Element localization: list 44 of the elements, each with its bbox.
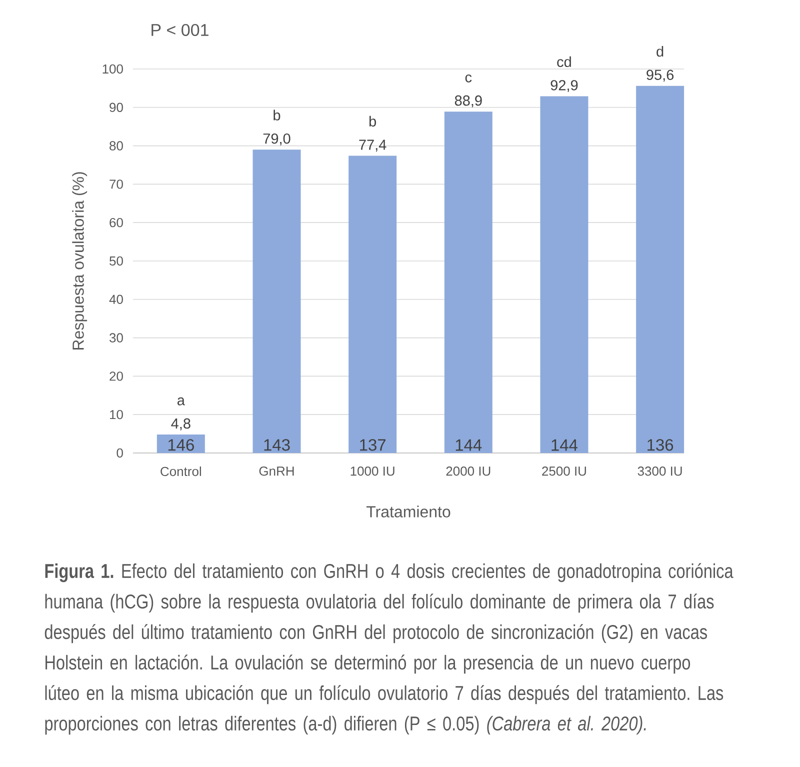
bar xyxy=(252,150,301,453)
x-axis-title: Tratamiento xyxy=(366,506,450,518)
y-tick-label: 60 xyxy=(110,218,123,228)
data-label: 77,4 xyxy=(359,140,386,152)
x-tick-label: 3300 IU xyxy=(638,466,682,476)
x-tick-label: 2500 IU xyxy=(542,466,586,476)
x-tick-label: 2000 IU xyxy=(446,466,490,476)
data-label: 92,9 xyxy=(550,80,578,92)
y-tick-label: 0 xyxy=(116,448,123,458)
text: Figura 1. Efecto del tratamiento con GnRH o 4 dosis crecientes de gonadotropina coriónica humana (hCG) sobre la respuesta ovulatoria del folículo dominante de primera ola 7 días después del último tratamiento con GnRH del protocolo de sincronización (G2) en vacas Holstein en lactación. La ovulación se determinó por la presencia de un nuevo cuerpo lúteo en la misma ubicación que un folículo ovulatorio 7 días después del tratamiento. Las proporciones con letras diferentes (a-d) difieren (P ≤ 0.05) (Cabrera et al. 2020). xyxy=(44,563,734,735)
text: P < 001 xyxy=(152,24,208,36)
y-tick-label: 30 xyxy=(110,333,123,342)
data-label: 4,8 xyxy=(171,418,190,430)
y-tick-label: 40 xyxy=(109,294,123,304)
bar xyxy=(540,96,588,453)
data-label: 88,9 xyxy=(454,95,482,108)
annotation: a xyxy=(178,397,185,406)
y-tick-label: 70 xyxy=(110,180,123,189)
y-tick-label: 90 xyxy=(110,102,123,112)
y-tick-label: 50 xyxy=(110,256,123,266)
annotation: c xyxy=(465,74,472,82)
annotation: cd xyxy=(557,56,571,68)
y-tick-label: 20 xyxy=(110,372,123,381)
y-tick-label: 10 xyxy=(110,410,123,420)
x-tick-label: Control xyxy=(160,466,201,476)
annotation: 146 xyxy=(168,439,194,451)
data-label: 79,0 xyxy=(263,133,290,146)
bar xyxy=(348,156,397,453)
annotation: b xyxy=(274,110,280,120)
annotation: 144 xyxy=(552,439,578,451)
annotation: b xyxy=(369,116,376,127)
bar xyxy=(636,86,684,453)
annotation: 137 xyxy=(360,439,386,451)
y-axis-title: Respuesta ovulatoria (%) xyxy=(72,172,88,350)
bar xyxy=(444,112,492,453)
x-tick-label: GnRH xyxy=(259,466,294,476)
x-tick-label: 1000 IU xyxy=(350,466,394,476)
annotation: 143 xyxy=(264,439,290,451)
annotation: 144 xyxy=(456,439,482,451)
annotation: 136 xyxy=(648,439,674,451)
y-tick-label: 100 xyxy=(102,64,123,74)
data-label: 95,6 xyxy=(646,70,674,82)
y-tick-label: 80 xyxy=(110,141,123,150)
annotation: d xyxy=(656,46,664,57)
